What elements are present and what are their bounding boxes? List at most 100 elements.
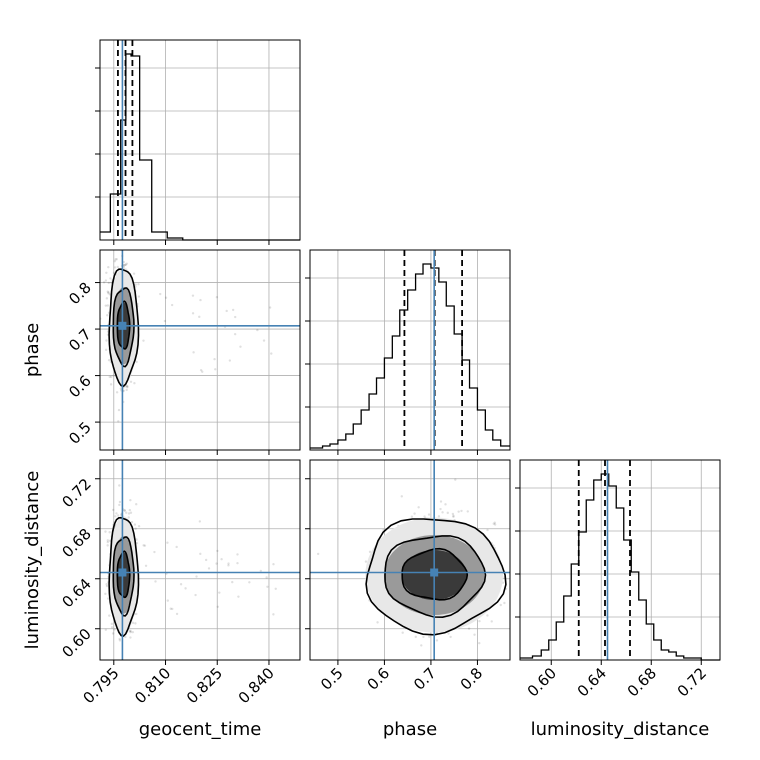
scatter-point xyxy=(105,339,108,342)
scatter-point xyxy=(198,520,202,523)
contour-luminosity_distance_vs_phase-1 xyxy=(384,535,487,619)
scatter-point xyxy=(236,561,239,565)
scatter-point xyxy=(233,315,237,319)
truth-point-luminosity_distance_vs_phase xyxy=(430,568,439,577)
scatter-point xyxy=(110,375,113,379)
scatter-point xyxy=(199,552,202,556)
xtick-label-geocent_time-2: 0.825 xyxy=(183,664,226,707)
scatter-point xyxy=(113,628,116,631)
scatter-point xyxy=(441,511,444,514)
xtick-label-phase-0: 0.5 xyxy=(317,664,347,694)
scatter-point xyxy=(129,498,132,502)
scatter-point xyxy=(115,391,119,394)
scatter-point xyxy=(364,560,368,563)
scatter-point xyxy=(113,260,117,263)
scatter-point xyxy=(478,619,481,623)
scatter-point xyxy=(452,515,455,518)
scatter-point xyxy=(128,508,132,512)
scatter-point xyxy=(137,295,141,298)
ytick-label-luminosity_distance-2: 0.68 xyxy=(58,525,94,561)
scatter-point xyxy=(215,562,218,565)
scatter-point xyxy=(129,636,132,639)
scatter-point xyxy=(423,515,426,518)
scatter-point xyxy=(490,620,493,623)
scatter-point xyxy=(478,641,481,645)
scatter-point xyxy=(144,564,148,567)
scatter-point xyxy=(126,386,129,389)
scatter-point xyxy=(413,512,416,515)
scatter-point xyxy=(135,541,139,545)
scatter-point xyxy=(272,563,275,566)
scatter-point xyxy=(123,264,126,267)
scatter-point xyxy=(262,339,266,342)
scatter-point xyxy=(179,583,183,586)
truth-point-phase_vs_geocent_time xyxy=(118,321,127,330)
scatter-point xyxy=(449,635,452,639)
scatter-point xyxy=(109,277,112,280)
scatter-point xyxy=(105,297,109,300)
scatter-point xyxy=(105,584,109,588)
scatter-point xyxy=(213,357,216,361)
scatter-point xyxy=(127,516,130,519)
scatter-point xyxy=(129,511,133,514)
ylabel-luminosity-distance: luminosity_distance xyxy=(22,471,43,650)
scatter-point xyxy=(104,348,108,352)
scatter-point xyxy=(104,279,108,282)
scatter-point xyxy=(135,612,138,616)
scatter-point xyxy=(134,283,137,286)
ytick-label-luminosity_distance-1: 0.64 xyxy=(58,575,94,611)
scatter-point xyxy=(175,612,179,616)
ytick-label-luminosity_distance-3: 0.72 xyxy=(58,475,94,511)
scatter-point xyxy=(104,592,107,596)
ytick-label-luminosity_distance-0: 0.60 xyxy=(58,625,94,661)
panel-frame-2-2 xyxy=(519,459,721,661)
scatter-point xyxy=(503,601,506,605)
scatter-point xyxy=(143,544,147,547)
scatter-point xyxy=(237,595,240,598)
scatter-point xyxy=(112,374,115,377)
histogram-phase xyxy=(310,263,510,449)
scatter-point xyxy=(107,291,110,294)
scatter-point xyxy=(111,508,115,512)
scatter-point xyxy=(124,635,127,639)
scatter-point xyxy=(116,514,120,517)
scatter-point xyxy=(467,627,471,630)
scatter-point xyxy=(451,512,455,516)
scatter-point xyxy=(114,258,117,261)
scatter-point xyxy=(119,387,123,390)
scatter-point xyxy=(446,511,449,515)
scatter-point xyxy=(192,351,195,354)
scatter-point xyxy=(486,528,489,532)
scatter-point xyxy=(118,500,122,504)
histogram-layer xyxy=(100,53,720,661)
scatter-point xyxy=(104,304,108,307)
scatter-point xyxy=(171,607,174,611)
scatter-point xyxy=(153,550,156,554)
panel-frame-1-0 xyxy=(99,249,301,451)
scatter-point xyxy=(115,512,118,515)
scatter-point xyxy=(118,637,121,641)
scatter-point xyxy=(125,388,128,392)
truth-layer xyxy=(100,40,609,660)
scatter-point xyxy=(220,557,223,561)
scatter-point xyxy=(105,271,108,274)
scatter-point xyxy=(110,622,114,626)
scatter-point xyxy=(466,510,469,513)
scatter-point xyxy=(216,605,219,608)
scatter-point xyxy=(166,541,169,544)
scatter-point xyxy=(439,500,443,503)
scatter-point xyxy=(124,263,127,266)
scatter-point xyxy=(154,580,157,583)
grid-2-2 xyxy=(520,460,720,660)
scatter-point xyxy=(499,603,502,607)
scatter-point xyxy=(107,265,110,269)
contour-luminosity_distance_vs_geocent_time-2 xyxy=(116,550,131,599)
scatter-point xyxy=(194,593,197,597)
scatter-point xyxy=(117,408,121,412)
scatter-point xyxy=(134,527,137,530)
scatter-point xyxy=(270,352,273,355)
contour-luminosity_distance_vs_geocent_time-0 xyxy=(108,517,140,637)
scatter-point xyxy=(130,520,134,524)
scatter-point xyxy=(435,639,439,642)
contour-luminosity_distance_vs_geocent_time-1 xyxy=(112,536,135,617)
